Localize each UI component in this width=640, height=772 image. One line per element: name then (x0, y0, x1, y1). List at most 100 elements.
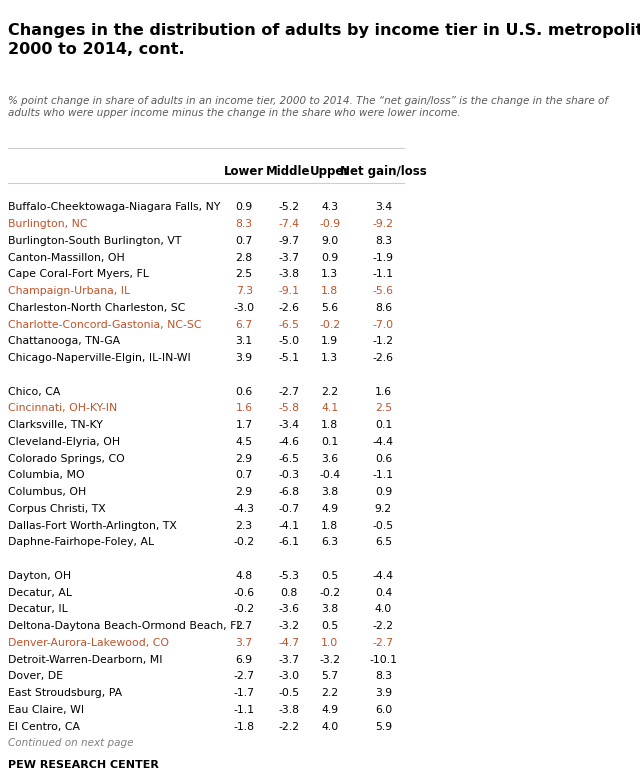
Text: -0.5: -0.5 (278, 688, 299, 698)
Text: 3.8: 3.8 (321, 604, 339, 615)
Text: 2.5: 2.5 (236, 269, 253, 279)
Text: Middle: Middle (266, 165, 311, 178)
Text: -10.1: -10.1 (369, 655, 397, 665)
Text: -6.5: -6.5 (278, 454, 299, 464)
Text: Charlotte-Concord-Gastonia, NC-SC: Charlotte-Concord-Gastonia, NC-SC (8, 320, 202, 330)
Text: 1.9: 1.9 (321, 337, 339, 347)
Text: -4.7: -4.7 (278, 638, 299, 648)
Text: Charleston-North Charleston, SC: Charleston-North Charleston, SC (8, 303, 186, 313)
Text: Lower: Lower (224, 165, 264, 178)
Text: -4.1: -4.1 (278, 520, 299, 530)
Text: Daphne-Fairhope-Foley, AL: Daphne-Fairhope-Foley, AL (8, 537, 154, 547)
Text: Chicago-Naperville-Elgin, IL-IN-WI: Chicago-Naperville-Elgin, IL-IN-WI (8, 353, 191, 363)
Text: -9.1: -9.1 (278, 286, 299, 296)
Text: El Centro, CA: El Centro, CA (8, 722, 80, 732)
Text: 2.7: 2.7 (236, 621, 253, 631)
Text: 0.6: 0.6 (236, 387, 253, 397)
Text: 1.8: 1.8 (321, 420, 339, 430)
Text: -3.2: -3.2 (319, 655, 340, 665)
Text: 2.2: 2.2 (321, 688, 339, 698)
Text: Burlington-South Burlington, VT: Burlington-South Burlington, VT (8, 236, 182, 246)
Text: Deltona-Daytona Beach-Ormond Beach, FL: Deltona-Daytona Beach-Ormond Beach, FL (8, 621, 243, 631)
Text: -0.2: -0.2 (234, 604, 255, 615)
Text: -9.7: -9.7 (278, 236, 299, 246)
Text: -0.9: -0.9 (319, 219, 340, 229)
Text: % point change in share of adults in an income tier, 2000 to 2014. The “net gain: % point change in share of adults in an … (8, 96, 608, 118)
Text: Dover, DE: Dover, DE (8, 672, 63, 682)
Text: -5.6: -5.6 (373, 286, 394, 296)
Text: 1.8: 1.8 (321, 520, 339, 530)
Text: 0.4: 0.4 (375, 587, 392, 598)
Text: 5.9: 5.9 (375, 722, 392, 732)
Text: -7.0: -7.0 (373, 320, 394, 330)
Text: Changes in the distribution of adults by income tier in U.S. metropolitan areas,: Changes in the distribution of adults by… (8, 22, 640, 57)
Text: -5.3: -5.3 (278, 571, 299, 581)
Text: 1.7: 1.7 (236, 420, 253, 430)
Text: 1.6: 1.6 (375, 387, 392, 397)
Text: -1.2: -1.2 (373, 337, 394, 347)
Text: -2.7: -2.7 (278, 387, 299, 397)
Text: -3.0: -3.0 (234, 303, 255, 313)
Text: -1.1: -1.1 (234, 705, 255, 715)
Text: 4.3: 4.3 (321, 202, 339, 212)
Text: -4.4: -4.4 (373, 437, 394, 447)
Text: -1.8: -1.8 (234, 722, 255, 732)
Text: -1.7: -1.7 (234, 688, 255, 698)
Text: Denver-Aurora-Lakewood, CO: Denver-Aurora-Lakewood, CO (8, 638, 169, 648)
Text: Detroit-Warren-Dearborn, MI: Detroit-Warren-Dearborn, MI (8, 655, 163, 665)
Text: 3.9: 3.9 (375, 688, 392, 698)
Text: -3.6: -3.6 (278, 604, 299, 615)
Text: 8.6: 8.6 (375, 303, 392, 313)
Text: Canton-Massillon, OH: Canton-Massillon, OH (8, 252, 125, 262)
Text: -3.8: -3.8 (278, 705, 299, 715)
Text: Burlington, NC: Burlington, NC (8, 219, 88, 229)
Text: 3.8: 3.8 (321, 487, 339, 497)
Text: Corpus Christi, TX: Corpus Christi, TX (8, 504, 106, 514)
Text: -4.6: -4.6 (278, 437, 299, 447)
Text: Buffalo-Cheektowaga-Niagara Falls, NY: Buffalo-Cheektowaga-Niagara Falls, NY (8, 202, 221, 212)
Text: -5.1: -5.1 (278, 353, 299, 363)
Text: 6.0: 6.0 (375, 705, 392, 715)
Text: 4.9: 4.9 (321, 504, 339, 514)
Text: -3.7: -3.7 (278, 252, 299, 262)
Text: 2.5: 2.5 (375, 404, 392, 414)
Text: 0.5: 0.5 (321, 621, 339, 631)
Text: -4.3: -4.3 (234, 504, 255, 514)
Text: 0.1: 0.1 (375, 420, 392, 430)
Text: Net gain/loss: Net gain/loss (340, 165, 427, 178)
Text: -6.1: -6.1 (278, 537, 299, 547)
Text: -5.2: -5.2 (278, 202, 299, 212)
Text: 0.9: 0.9 (321, 252, 339, 262)
Text: 9.0: 9.0 (321, 236, 339, 246)
Text: 3.6: 3.6 (321, 454, 339, 464)
Text: -0.6: -0.6 (234, 587, 255, 598)
Text: 6.7: 6.7 (236, 320, 253, 330)
Text: 5.7: 5.7 (321, 672, 339, 682)
Text: 2.8: 2.8 (236, 252, 253, 262)
Text: -3.2: -3.2 (278, 621, 299, 631)
Text: Clarksville, TN-KY: Clarksville, TN-KY (8, 420, 103, 430)
Text: -2.2: -2.2 (278, 722, 299, 732)
Text: -3.7: -3.7 (278, 655, 299, 665)
Text: -0.4: -0.4 (319, 470, 340, 480)
Text: 8.3: 8.3 (375, 236, 392, 246)
Text: 8.3: 8.3 (236, 219, 253, 229)
Text: Cincinnati, OH-KY-IN: Cincinnati, OH-KY-IN (8, 404, 118, 414)
Text: -0.2: -0.2 (319, 587, 340, 598)
Text: -5.8: -5.8 (278, 404, 299, 414)
Text: -6.8: -6.8 (278, 487, 299, 497)
Text: 0.5: 0.5 (321, 571, 339, 581)
Text: -0.2: -0.2 (234, 537, 255, 547)
Text: -6.5: -6.5 (278, 320, 299, 330)
Text: 8.3: 8.3 (375, 672, 392, 682)
Text: -1.1: -1.1 (373, 470, 394, 480)
Text: Champaign-Urbana, IL: Champaign-Urbana, IL (8, 286, 131, 296)
Text: 0.7: 0.7 (236, 236, 253, 246)
Text: -3.8: -3.8 (278, 269, 299, 279)
Text: 4.8: 4.8 (236, 571, 253, 581)
Text: 6.5: 6.5 (375, 537, 392, 547)
Text: 9.2: 9.2 (375, 504, 392, 514)
Text: -2.6: -2.6 (278, 303, 299, 313)
Text: 7.3: 7.3 (236, 286, 253, 296)
Text: Decatur, AL: Decatur, AL (8, 587, 72, 598)
